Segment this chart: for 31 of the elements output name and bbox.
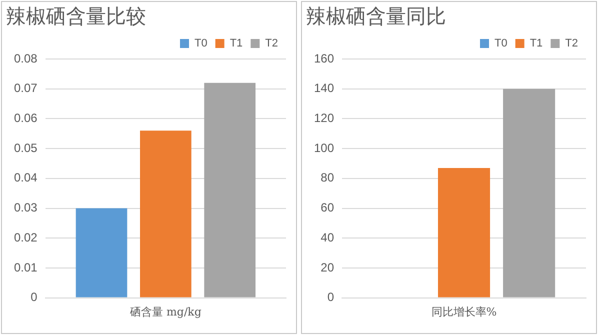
y-tick-label: 160 [314,51,334,66]
y-tick-label: 60 [320,200,334,215]
y-tick-label: 40 [320,230,334,244]
y-tick-label: 0 [30,290,38,304]
y-tick-label: 0 [327,290,334,304]
y-tick-label: 0.01 [14,260,38,274]
y-tick-label: 0.05 [14,140,38,155]
y-tick-label: 100 [314,140,334,155]
x-tick-label: 硒含量 mg/kg [128,305,202,318]
legend-label: T1 [530,38,543,50]
legend-label: T2 [565,38,578,50]
bar [76,208,128,298]
y-tick-label: 140 [314,81,334,96]
legend-label: T2 [265,38,278,50]
y-tick-label: 0.07 [14,81,38,96]
y-tick-label: 0.08 [14,51,38,66]
y-tick-label: 0.04 [14,170,38,185]
y-tick-label: 20 [320,260,334,274]
x-tick-label: 同比增长率% [431,305,497,318]
y-tick-label: 0.02 [14,230,38,244]
chart-title: 辣椒硒含量同比 [306,4,446,28]
y-tick-label: 0.03 [14,200,38,215]
chart-title: 辣椒硒含量比较 [6,4,146,28]
bar [204,82,256,298]
legend-label: T1 [230,38,243,50]
y-tick-label: 120 [314,111,334,126]
y-tick-label: 0.06 [14,111,38,126]
legend-label: T0 [194,38,208,50]
y-tick-label: 80 [320,170,334,185]
legend-label: T0 [494,38,508,50]
bar [140,130,192,298]
